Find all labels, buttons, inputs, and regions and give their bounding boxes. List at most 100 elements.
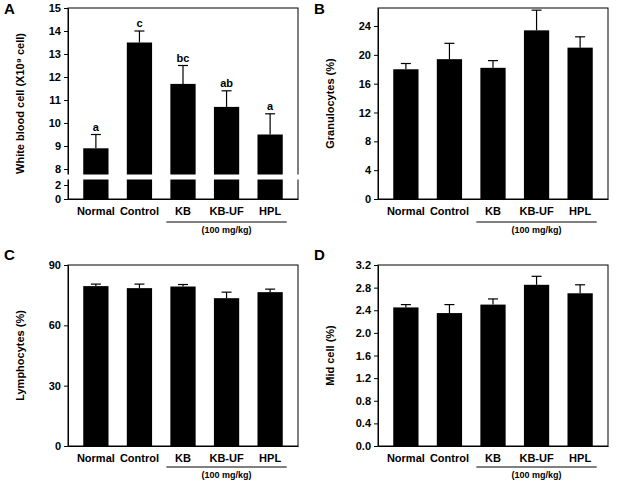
panel-title: C [4, 246, 15, 263]
error-cap [91, 134, 101, 135]
y-tick: 14 [49, 25, 68, 37]
panel-title: D [314, 246, 325, 263]
plot-marks [393, 10, 593, 199]
error-stem [139, 284, 140, 288]
y-axis-line [68, 9, 69, 200]
x-tick-label: HPL [259, 452, 281, 464]
plot-frame [378, 265, 608, 446]
x-axis: NormalControlKBKB-UFHPL [69, 199, 299, 217]
error-bar [178, 66, 188, 84]
y-tick-label: 0.0 [356, 440, 371, 452]
panel-title: A [4, 0, 15, 17]
y-tick-mark [374, 55, 378, 56]
y-tick-label: 2 [55, 179, 61, 191]
bar [127, 288, 152, 446]
y-tick: 4 [365, 164, 378, 176]
figure: 0289101112131415NormalControlKBKB-UFHPLa… [0, 0, 620, 489]
error-bar [222, 91, 232, 107]
axis-break [62, 175, 304, 180]
x-tick-label: KB [485, 205, 501, 217]
panel: 0.00.40.81.21.62.02.42.83.2NormalControl… [324, 259, 609, 480]
x-tick-label: Control [430, 452, 469, 464]
error-bar [532, 276, 542, 284]
y-tick-mark [374, 423, 378, 424]
bar [214, 298, 239, 446]
x-tick: Control [120, 446, 159, 464]
y-tick-mark [64, 265, 68, 266]
error-cap [265, 289, 275, 290]
x-tick-label: Control [120, 452, 159, 464]
error-bar [134, 31, 144, 43]
y-tick-label: 12 [49, 71, 61, 83]
x-tick-label: HPL [259, 205, 281, 217]
y-tick-label: 12 [359, 107, 371, 119]
y-tick: 0 [55, 193, 68, 205]
error-stem [139, 31, 140, 43]
group-line [476, 222, 596, 223]
error-cap [265, 113, 275, 114]
y-tick: 0.0 [356, 440, 378, 452]
error-cap [444, 43, 454, 44]
y-tick-label: 8 [365, 135, 371, 147]
y-tick: 3.2 [356, 259, 378, 271]
x-tick: Control [430, 199, 469, 217]
x-tick-label: KB [175, 205, 191, 217]
error-stem [536, 10, 537, 30]
y-tick-mark [374, 310, 378, 311]
error-stem [492, 61, 493, 68]
x-tick: HPL [569, 199, 591, 217]
error-stem [182, 66, 183, 84]
y-tick: 2.8 [356, 282, 378, 294]
y-tick-mark [374, 26, 378, 27]
y-tick-label: 16 [359, 78, 371, 90]
y-tick-label: 2.8 [356, 282, 371, 294]
error-stem [95, 135, 96, 149]
y-tick-label: 0.8 [356, 395, 371, 407]
x-tick: KB [175, 199, 191, 217]
panel: 04812162024NormalControlKBKB-UFHPL(100 m… [324, 8, 609, 235]
error-cap [532, 10, 542, 11]
bar [437, 59, 462, 199]
y-tick-label: 14 [49, 25, 62, 37]
error-cap [178, 65, 188, 66]
error-cap [444, 304, 454, 305]
group-label: (100 mg/kg) [202, 225, 252, 235]
error-bar [178, 285, 188, 287]
bar [567, 48, 592, 199]
bar [524, 285, 549, 446]
significance-letter: ab [220, 77, 233, 89]
y-tick-mark [374, 141, 378, 142]
error-bar [488, 61, 498, 68]
error-bar [488, 299, 498, 305]
x-tick-label: KB [175, 452, 191, 464]
error-cap [401, 63, 411, 64]
y-tick: 13 [49, 48, 68, 60]
error-bar [532, 10, 542, 30]
y-tick-mark [64, 325, 68, 326]
error-cap [575, 36, 585, 37]
error-bar [444, 43, 454, 59]
x-tick-label: HPL [569, 205, 591, 217]
group-label: (100 mg/kg) [512, 470, 562, 480]
bar [437, 313, 462, 446]
y-tick-mark [64, 185, 68, 186]
y-tick-label: 8 [55, 163, 61, 175]
y-tick-mark [64, 8, 68, 9]
y-tick-mark [64, 386, 68, 387]
y-tick-label: 3.2 [356, 259, 371, 271]
bar [480, 68, 505, 199]
x-tick: HPL [569, 446, 591, 464]
x-tick: KB [485, 446, 501, 464]
plot-marks [83, 284, 283, 446]
y-tick-label: 2.4 [356, 304, 372, 316]
x-tick-label: KB-UF [209, 452, 243, 464]
x-tick: KB-UF [209, 446, 243, 464]
error-stem [580, 37, 581, 48]
y-tick: 12 [359, 107, 378, 119]
x-tick: HPL [259, 199, 281, 217]
y-tick: 2.0 [356, 327, 378, 339]
error-cap [488, 298, 498, 299]
y-tick-mark [374, 288, 378, 289]
x-tick: Normal [77, 199, 115, 217]
y-tick-mark [64, 31, 68, 32]
